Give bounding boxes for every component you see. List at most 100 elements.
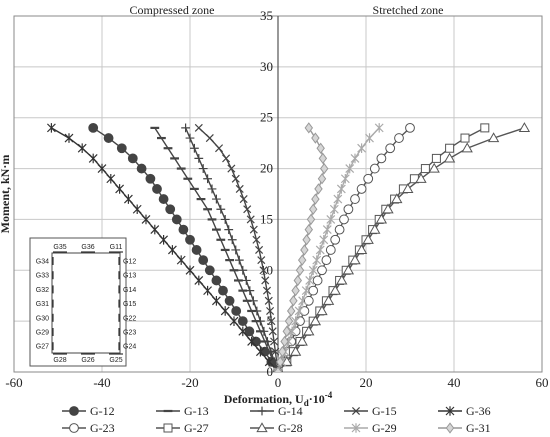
x-tick-label: -20 bbox=[181, 375, 198, 390]
data-point-g-23 bbox=[312, 275, 323, 286]
inset-gauge-label: G33 bbox=[36, 273, 49, 280]
inset-gauge-label: G26 bbox=[81, 357, 94, 364]
data-point-g-29 bbox=[336, 184, 346, 194]
series-g-23 bbox=[273, 122, 415, 372]
inset-gauge-label: G12 bbox=[123, 259, 136, 266]
data-point-g-15 bbox=[270, 337, 279, 346]
data-point-g-27 bbox=[445, 143, 455, 153]
x-tick-label: 20 bbox=[360, 375, 373, 390]
data-point-g-28 bbox=[402, 183, 414, 194]
data-point-g-31 bbox=[297, 254, 307, 266]
data-point-g-23 bbox=[330, 234, 341, 245]
inset-gauge-label: G22 bbox=[123, 315, 136, 322]
data-point-g-36 bbox=[167, 245, 177, 255]
data-point-g-15 bbox=[231, 174, 240, 183]
data-point-g-15 bbox=[271, 347, 280, 356]
data-point-g-29 bbox=[340, 173, 350, 184]
data-point-g-36 bbox=[64, 133, 74, 143]
data-point-g-12 bbox=[103, 133, 114, 143]
data-point-g-31 bbox=[275, 356, 285, 368]
data-point-g-23 bbox=[339, 214, 349, 225]
inset-gauge-label: G25 bbox=[109, 357, 122, 364]
data-point-g-31 bbox=[308, 203, 318, 215]
data-point-g-15 bbox=[267, 317, 276, 326]
legend-marker bbox=[445, 406, 455, 416]
data-point-g-15 bbox=[268, 327, 277, 336]
inset-section-outline bbox=[51, 252, 121, 354]
data-point-g-29 bbox=[374, 123, 384, 133]
data-point-g-28 bbox=[336, 274, 348, 285]
data-point-g-29 bbox=[291, 316, 301, 326]
x-tick-label: 0 bbox=[275, 375, 282, 390]
data-point-g-36 bbox=[106, 173, 116, 184]
data-point-g-36 bbox=[97, 163, 107, 174]
data-point-g-36 bbox=[141, 214, 151, 225]
data-point-g-12 bbox=[171, 214, 182, 225]
inset-gauge-label: G34 bbox=[36, 259, 49, 266]
legend: G-12 G-13 G-14 G-15 G-36 G-23 G-27 G-28 G-29 G-31 bbox=[62, 404, 491, 435]
inset-gauge-label: G13 bbox=[123, 273, 136, 280]
legend-marker bbox=[351, 406, 361, 416]
legend-label: G-13 bbox=[184, 404, 209, 418]
data-point-g-31 bbox=[304, 223, 314, 236]
data-point-g-12 bbox=[191, 245, 202, 255]
data-point-g-12 bbox=[127, 153, 138, 164]
data-point-g-23 bbox=[394, 133, 404, 143]
data-point-g-14 bbox=[266, 347, 276, 357]
inset-gauge-label: G27 bbox=[36, 344, 49, 351]
data-point-g-29 bbox=[305, 275, 315, 286]
data-point-g-12 bbox=[237, 316, 248, 327]
data-point-g-29 bbox=[308, 265, 318, 276]
data-point-g-31 bbox=[278, 346, 287, 358]
data-point-g-15 bbox=[235, 184, 244, 193]
data-point-g-29 bbox=[322, 224, 332, 235]
legend-label: G-28 bbox=[278, 421, 303, 435]
series-g-31 bbox=[273, 122, 329, 372]
data-point-g-12 bbox=[204, 265, 215, 276]
data-point-g-27 bbox=[420, 164, 430, 174]
y-tick-label: 30 bbox=[260, 59, 273, 74]
data-point-g-15 bbox=[239, 195, 248, 204]
data-point-g-31 bbox=[302, 234, 311, 246]
data-point-g-28 bbox=[349, 254, 361, 265]
series-g-28 bbox=[274, 122, 531, 372]
y-tick-label: 5 bbox=[267, 313, 274, 328]
data-point-g-28 bbox=[375, 213, 388, 224]
x-axis-title-tail: ·10 bbox=[309, 392, 325, 406]
data-point-g-28 bbox=[362, 233, 374, 244]
data-point-g-28 bbox=[322, 294, 335, 305]
data-point-g-12 bbox=[211, 275, 222, 286]
data-point-g-36 bbox=[123, 194, 133, 204]
data-point-g-36 bbox=[220, 306, 230, 316]
data-point-g-12 bbox=[218, 285, 228, 296]
data-point-g-15 bbox=[246, 215, 255, 224]
data-point-g-14 bbox=[259, 326, 269, 336]
data-point-g-12 bbox=[158, 194, 169, 204]
legend-item-g-15: G-15 bbox=[344, 404, 397, 418]
y-tick-label: 20 bbox=[260, 161, 273, 176]
data-point-g-12 bbox=[231, 306, 242, 316]
data-point-g-36 bbox=[132, 204, 142, 215]
data-point-g-31 bbox=[318, 152, 328, 165]
data-point-g-29 bbox=[345, 163, 355, 174]
data-point-g-28 bbox=[391, 193, 403, 204]
data-point-g-28 bbox=[289, 345, 302, 356]
data-point-g-14 bbox=[245, 286, 255, 296]
data-point-g-31 bbox=[317, 173, 327, 185]
inset-gauge-label: G24 bbox=[123, 344, 136, 351]
legend-marker bbox=[69, 423, 79, 433]
data-point-g-23 bbox=[325, 245, 336, 255]
data-point-g-28 bbox=[518, 122, 531, 132]
data-point-g-28 bbox=[342, 264, 355, 275]
data-point-g-28 bbox=[355, 244, 368, 255]
data-point-g-29 bbox=[350, 153, 360, 164]
data-point-g-15 bbox=[257, 256, 266, 265]
data-point-g-14 bbox=[248, 296, 258, 306]
legend-label: G-29 bbox=[372, 421, 397, 435]
data-point-g-14 bbox=[181, 123, 190, 133]
data-point-g-31 bbox=[306, 213, 316, 226]
data-point-g-27 bbox=[460, 133, 470, 143]
data-point-g-14 bbox=[216, 204, 226, 214]
data-point-g-36 bbox=[115, 184, 125, 194]
